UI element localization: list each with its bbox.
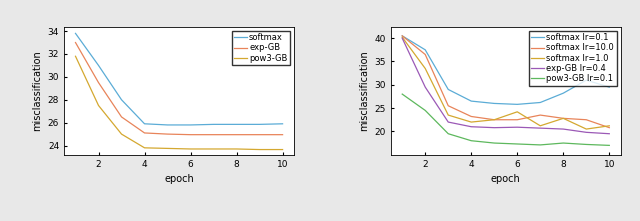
- exp-GB: [72, 41, 79, 44]
- softmax lr=0.1: [559, 92, 567, 95]
- softmax lr=10.0: [490, 118, 498, 121]
- pow3-GB lr=0.1: [536, 144, 544, 146]
- softmax lr=10.0: [398, 34, 406, 37]
- exp-GB: [279, 133, 287, 136]
- exp-GB: [233, 133, 241, 136]
- softmax lr=10.0: [421, 53, 429, 56]
- softmax lr=0.1: [421, 48, 429, 51]
- softmax lr=10.0: [536, 114, 544, 116]
- softmax lr=0.1: [582, 79, 590, 82]
- exp-GB lr=0.4: [559, 128, 567, 130]
- Y-axis label: misclassification: misclassification: [359, 50, 369, 131]
- Line: softmax lr=0.1: softmax lr=0.1: [402, 36, 609, 104]
- softmax lr=0.1: [513, 103, 521, 106]
- Line: exp-GB: exp-GB: [76, 43, 283, 135]
- pow3-GB lr=0.1: [582, 143, 590, 146]
- softmax: [141, 122, 148, 125]
- X-axis label: epoch: epoch: [491, 174, 520, 184]
- Legend: softmax, exp-GB, pow3-GB: softmax, exp-GB, pow3-GB: [232, 31, 290, 65]
- exp-GB lr=0.4: [582, 131, 590, 134]
- softmax lr=0.1: [536, 101, 544, 104]
- pow3-GB lr=0.1: [605, 144, 613, 147]
- softmax lr=1.0: [559, 117, 567, 120]
- softmax lr=10.0: [444, 105, 452, 107]
- exp-GB lr=0.4: [536, 127, 544, 130]
- softmax lr=10.0: [513, 118, 521, 121]
- softmax: [95, 64, 102, 67]
- softmax: [118, 98, 125, 101]
- softmax lr=0.1: [444, 88, 452, 91]
- pow3-GB lr=0.1: [490, 142, 498, 144]
- softmax lr=1.0: [421, 67, 429, 70]
- Legend: softmax lr=0.1, softmax lr=10.0, softmax lr=1.0, exp-GB lr=0.4, pow3-GB lr=0.1: softmax lr=0.1, softmax lr=10.0, softmax…: [529, 31, 616, 86]
- softmax lr=0.1: [467, 100, 475, 102]
- softmax lr=10.0: [582, 118, 590, 121]
- exp-GB: [95, 81, 102, 84]
- softmax lr=1.0: [490, 118, 498, 121]
- exp-GB lr=0.4: [467, 125, 475, 128]
- Line: softmax: softmax: [76, 33, 283, 125]
- pow3-GB: [187, 148, 195, 150]
- exp-GB: [210, 133, 218, 136]
- Line: pow3-GB lr=0.1: pow3-GB lr=0.1: [402, 94, 609, 145]
- softmax: [256, 123, 264, 126]
- pow3-GB: [279, 148, 287, 151]
- pow3-GB lr=0.1: [467, 139, 475, 142]
- pow3-GB: [141, 147, 148, 149]
- pow3-GB: [210, 148, 218, 150]
- softmax: [164, 124, 172, 126]
- exp-GB: [256, 133, 264, 136]
- exp-GB lr=0.4: [490, 126, 498, 129]
- Line: pow3-GB: pow3-GB: [76, 56, 283, 150]
- pow3-GB lr=0.1: [398, 93, 406, 95]
- pow3-GB: [95, 104, 102, 107]
- pow3-GB: [118, 133, 125, 135]
- softmax lr=10.0: [605, 126, 613, 129]
- softmax lr=1.0: [444, 114, 452, 116]
- softmax lr=1.0: [582, 128, 590, 130]
- pow3-GB: [164, 147, 172, 150]
- softmax: [72, 32, 79, 35]
- pow3-GB lr=0.1: [444, 132, 452, 135]
- softmax: [210, 123, 218, 126]
- exp-GB lr=0.4: [421, 86, 429, 88]
- pow3-GB: [256, 148, 264, 151]
- exp-GB lr=0.4: [398, 37, 406, 40]
- softmax lr=10.0: [467, 115, 475, 118]
- softmax lr=0.1: [490, 102, 498, 105]
- X-axis label: epoch: epoch: [164, 174, 194, 184]
- softmax: [279, 122, 287, 125]
- exp-GB: [141, 132, 148, 134]
- Line: softmax lr=10.0: softmax lr=10.0: [402, 36, 609, 128]
- exp-GB: [187, 133, 195, 136]
- softmax: [187, 124, 195, 126]
- exp-GB: [118, 116, 125, 118]
- exp-GB: [164, 133, 172, 135]
- pow3-GB: [233, 148, 241, 150]
- exp-GB lr=0.4: [444, 121, 452, 123]
- softmax lr=10.0: [559, 117, 567, 120]
- softmax lr=1.0: [536, 124, 544, 127]
- exp-GB lr=0.4: [605, 132, 613, 135]
- Line: softmax lr=1.0: softmax lr=1.0: [402, 37, 609, 129]
- softmax lr=1.0: [605, 124, 613, 127]
- softmax lr=0.1: [605, 86, 613, 88]
- pow3-GB: [72, 55, 79, 58]
- softmax lr=1.0: [398, 36, 406, 39]
- pow3-GB lr=0.1: [421, 109, 429, 112]
- pow3-GB lr=0.1: [559, 142, 567, 144]
- exp-GB lr=0.4: [513, 126, 521, 129]
- softmax lr=0.1: [398, 34, 406, 37]
- Line: exp-GB lr=0.4: exp-GB lr=0.4: [402, 38, 609, 134]
- softmax: [233, 123, 241, 126]
- softmax lr=1.0: [467, 121, 475, 123]
- softmax lr=1.0: [513, 110, 521, 113]
- Y-axis label: misclassification: misclassification: [32, 50, 42, 131]
- pow3-GB lr=0.1: [513, 143, 521, 145]
